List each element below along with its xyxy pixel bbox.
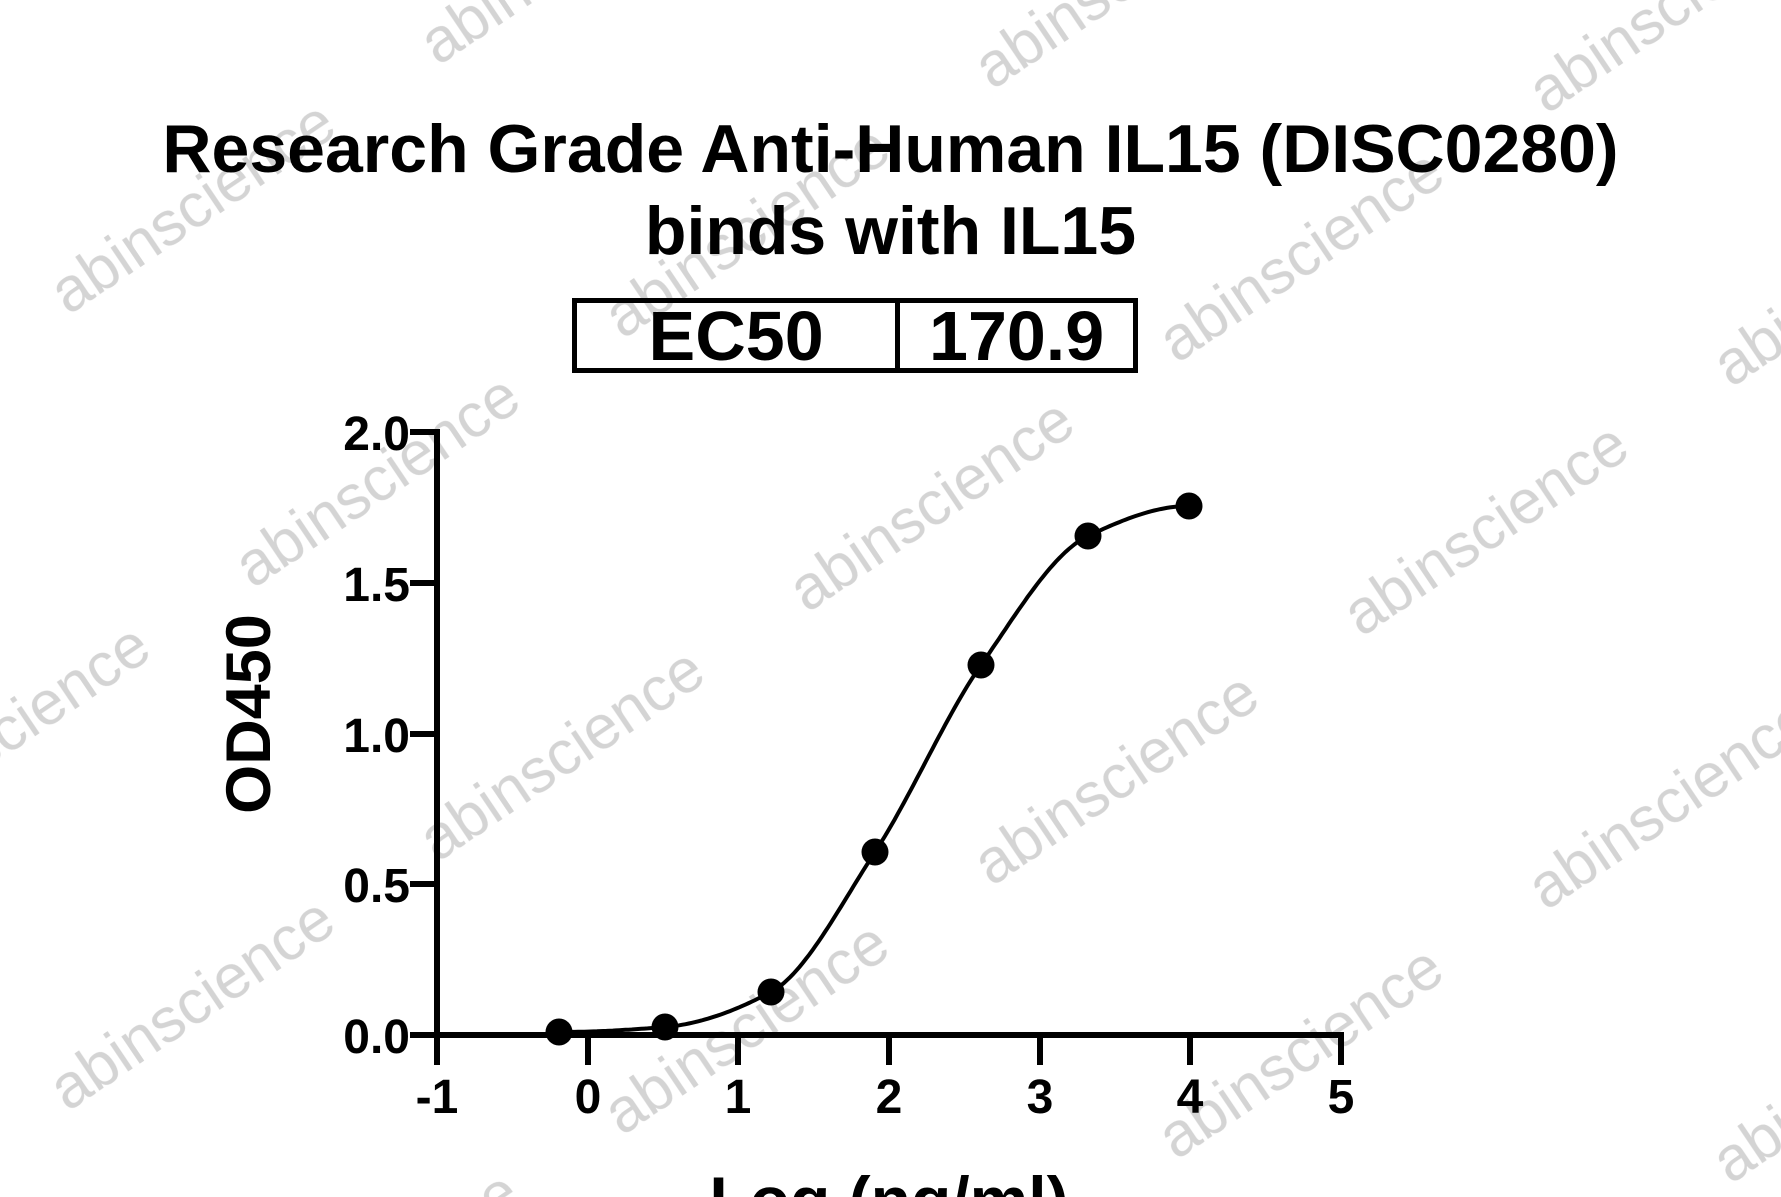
svg-text:0: 0 [575,1071,602,1124]
svg-text:Log (ng/ml): Log (ng/ml) [709,1163,1068,1197]
svg-text:-1: -1 [416,1071,459,1124]
svg-text:OD450: OD450 [214,614,284,814]
svg-text:5: 5 [1328,1071,1355,1124]
svg-text:1.5: 1.5 [343,559,410,612]
svg-text:1: 1 [725,1071,752,1124]
svg-text:4: 4 [1177,1071,1204,1124]
svg-text:2.0: 2.0 [343,408,410,461]
svg-text:1.0: 1.0 [343,710,410,763]
svg-text:2: 2 [876,1071,903,1124]
svg-text:0.0: 0.0 [343,1011,410,1064]
svg-text:0.5: 0.5 [343,860,410,913]
svg-text:3: 3 [1027,1071,1054,1124]
